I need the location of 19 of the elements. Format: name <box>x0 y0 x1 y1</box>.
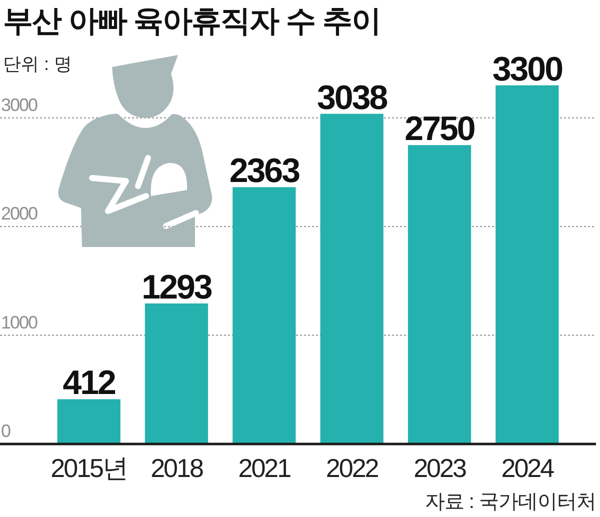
x-tick-label: 2018 <box>150 453 204 483</box>
chart-title: 부산 아빠 육아휴직자 수 추이 <box>3 5 380 38</box>
y-tick-label: 2000 <box>1 204 38 224</box>
data-label: 3038 <box>317 78 388 117</box>
data-label: 3300 <box>492 50 563 88</box>
x-tick-label: 2022 <box>326 453 379 483</box>
data-label: 2363 <box>229 152 300 190</box>
y-tick-label: 3000 <box>1 94 38 115</box>
y-axis-title: 단위 : 명 <box>3 54 72 74</box>
y-tick-label: 0 <box>1 421 11 441</box>
x-tick-label: 2024 <box>501 453 554 483</box>
y-tick-label: 1000 <box>1 312 38 332</box>
x-tick-label: 2021 <box>238 453 292 483</box>
x-tick-label: 2015년 <box>50 453 128 483</box>
data-label: 412 <box>62 364 116 402</box>
data-label: 2750 <box>404 110 475 148</box>
text: 자료 : 국가데이터처 <box>424 491 596 513</box>
x-tick-label: 2023 <box>414 453 466 483</box>
data-label: 1293 <box>142 268 212 306</box>
